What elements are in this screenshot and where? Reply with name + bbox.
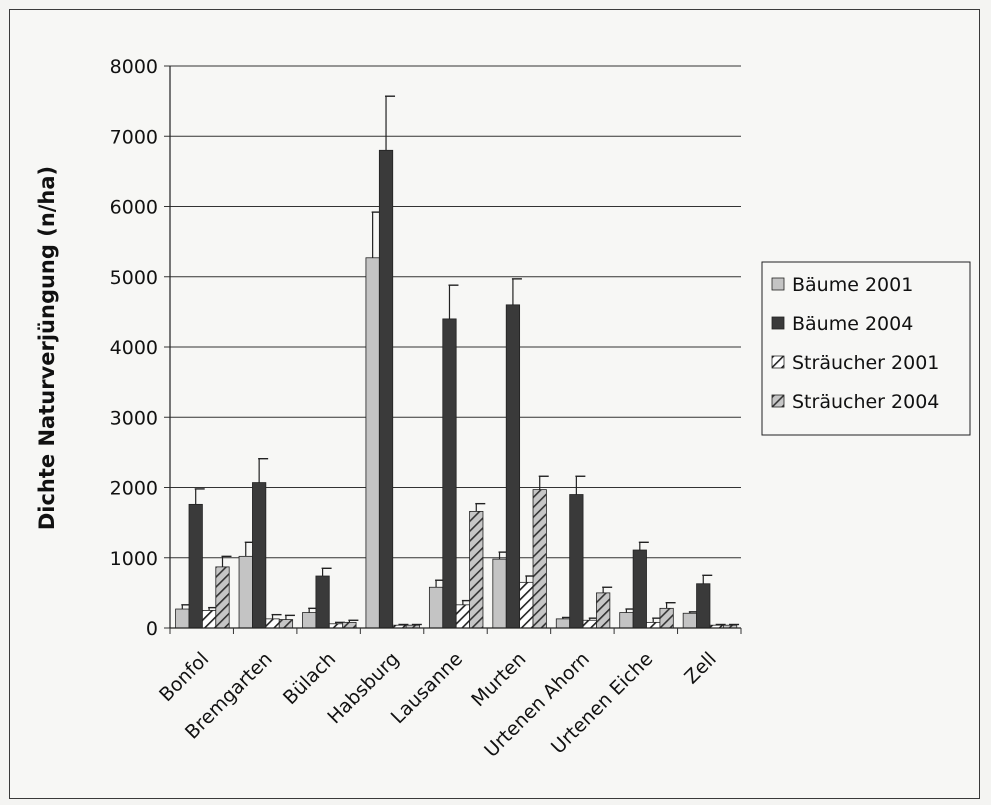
bar [505, 304, 521, 629]
bar [632, 549, 647, 629]
bar [469, 510, 484, 629]
bar [175, 608, 190, 629]
y-tick-label: 1000 [110, 548, 158, 570]
bar [278, 619, 294, 629]
bar [188, 503, 203, 629]
y-tick-label: 6000 [110, 197, 158, 219]
bar [365, 257, 380, 629]
legend-label: Bäume 2001 [792, 274, 913, 296]
bar [215, 566, 230, 629]
y-tick-label: 7000 [110, 126, 158, 148]
legend-label: Sträucher 2004 [792, 391, 939, 413]
bar [442, 318, 457, 629]
legend-swatch [771, 355, 785, 369]
x-category-label: Bonfol [155, 648, 213, 706]
legend: Bäume 2001 Bäume 2004 Sträucher 2001 Sträuc… [761, 261, 971, 436]
bar [342, 621, 357, 629]
bar [492, 558, 507, 629]
x-category-label: Bülach [279, 648, 340, 709]
bar [569, 494, 584, 629]
bar [532, 489, 547, 629]
y-tick-label: 5000 [110, 267, 158, 289]
x-category-label: Murten [467, 648, 530, 711]
bar [428, 586, 444, 629]
bar [378, 149, 394, 629]
legend-label: Sträucher 2001 [792, 352, 939, 374]
bar [682, 612, 697, 629]
x-category-label: Zell [680, 648, 720, 688]
legend-swatch [771, 394, 785, 408]
y-tick-label: 4000 [110, 337, 158, 359]
bar [696, 583, 711, 629]
y-axis-label: Dichte Naturverjüngung (n/ha) [35, 166, 59, 530]
legend-box [761, 261, 971, 436]
legend-swatch [771, 316, 785, 330]
bar [252, 482, 267, 629]
legend-swatch [771, 277, 785, 291]
bar [238, 555, 253, 629]
bars-group [175, 95, 740, 629]
bar [659, 607, 674, 629]
y-tick-label: 3000 [110, 407, 158, 429]
bar [582, 619, 597, 629]
bar [455, 604, 470, 629]
bar [596, 592, 611, 629]
y-tick-label: 2000 [110, 478, 158, 500]
bar [328, 623, 344, 629]
bar [519, 581, 534, 629]
bar [315, 575, 330, 629]
bar [646, 621, 661, 629]
y-axis: 0 1000 2000 3000 4000 5000 6000 7000 8000 [110, 56, 171, 640]
bar [302, 612, 317, 629]
y-tick-label: 0 [146, 618, 158, 640]
legend-label: Bäume 2004 [792, 313, 913, 335]
bar [265, 618, 280, 629]
y-tick-label: 8000 [110, 56, 158, 78]
bar [201, 610, 217, 629]
bar [555, 618, 571, 629]
bar [619, 612, 634, 629]
